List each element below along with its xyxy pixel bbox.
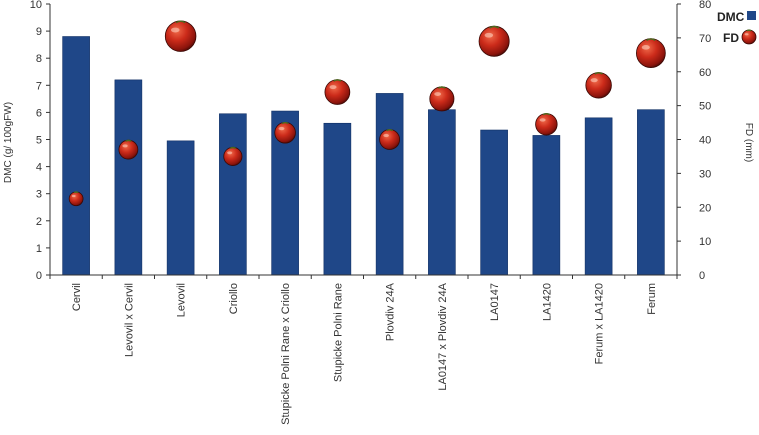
axes <box>49 4 678 276</box>
bar-dmc <box>428 109 456 276</box>
right-tick-label: 50 <box>699 101 711 113</box>
left-tick-label: 1 <box>36 243 42 255</box>
left-tick-label: 4 <box>36 162 42 174</box>
left-tick-label: 9 <box>36 26 42 38</box>
marker-fd <box>164 20 197 52</box>
bar-dmc <box>375 93 404 276</box>
bar-dmc <box>532 135 561 276</box>
category-label: LA1420 <box>541 283 553 321</box>
bar-dmc <box>584 117 613 276</box>
right-tick-label: 80 <box>699 0 711 11</box>
marker-fd <box>478 25 510 57</box>
left-tick-label: 7 <box>36 80 42 92</box>
legend-label-dmc: DMC <box>717 10 745 24</box>
marker-fd <box>324 79 351 105</box>
bar-dmc <box>323 122 352 276</box>
bar-dmc <box>62 36 90 276</box>
left-tick-label: 5 <box>36 135 42 147</box>
right-tick-label: 0 <box>699 270 705 282</box>
marker-fd <box>535 112 558 136</box>
category-label: Stupicke Polni Rane x Criollo <box>280 283 292 425</box>
category-label: Criollo <box>228 283 240 314</box>
legend: DMC FD <box>717 10 757 45</box>
marker-fd <box>585 72 612 99</box>
right-tick-label: 20 <box>699 202 711 214</box>
category-label: LA0147 <box>489 283 501 321</box>
category-label: Levovil x Cervil <box>123 283 135 357</box>
left-tick-label: 3 <box>36 189 42 201</box>
left-tick-label: 6 <box>36 107 42 119</box>
category-label: Ferum x LA1420 <box>594 283 606 364</box>
bar-dmc <box>166 140 195 276</box>
legend-swatch-fd <box>741 29 757 45</box>
left-tick-label: 0 <box>36 270 42 282</box>
plot-area <box>62 20 666 276</box>
bar-dmc <box>219 113 247 276</box>
right-axis-ticks: 0 10 20 30 40 50 60 70 80 <box>677 0 711 282</box>
category-label: LA0147 x Plovdiv 24A <box>437 282 449 390</box>
category-label: Levovil <box>176 283 188 317</box>
category-label: Cervil <box>71 283 83 311</box>
right-tick-label: 60 <box>699 67 711 79</box>
bar-dmc <box>480 129 508 276</box>
category-label: Ferum <box>646 283 658 315</box>
left-axis-title: DMC (g/ 100gFW) <box>3 102 14 183</box>
left-axis-ticks: 0 1 2 3 4 5 6 7 8 9 10 <box>30 0 50 282</box>
right-tick-label: 40 <box>699 135 711 147</box>
right-tick-label: 70 <box>699 33 711 45</box>
left-tick-label: 8 <box>36 53 42 65</box>
category-labels: Cervil Levovil x Cervil Levovil Criollo Stup… <box>49 275 678 425</box>
legend-swatch-dmc <box>747 11 756 20</box>
bar-dmc <box>637 109 665 276</box>
legend-label-fd: FD <box>723 31 739 45</box>
bar-dmc <box>114 79 143 276</box>
marker-fd <box>223 146 243 166</box>
category-label: Stupicke Polni Rane <box>332 283 344 382</box>
marker-fd <box>68 191 84 207</box>
right-tick-label: 10 <box>699 236 711 248</box>
legend-fd-tomato <box>741 29 757 45</box>
right-tick-label: 30 <box>699 168 711 180</box>
marker-fd <box>274 121 296 144</box>
marker-fd <box>429 86 455 112</box>
right-axis-title: FD (mm) <box>743 123 754 162</box>
marker-fd <box>636 38 666 68</box>
marker-fd <box>379 129 401 150</box>
category-label: Plovdiv 24A <box>385 282 397 341</box>
left-tick-label: 10 <box>30 0 42 11</box>
left-tick-label: 2 <box>36 216 42 228</box>
marker-fd <box>118 139 139 160</box>
